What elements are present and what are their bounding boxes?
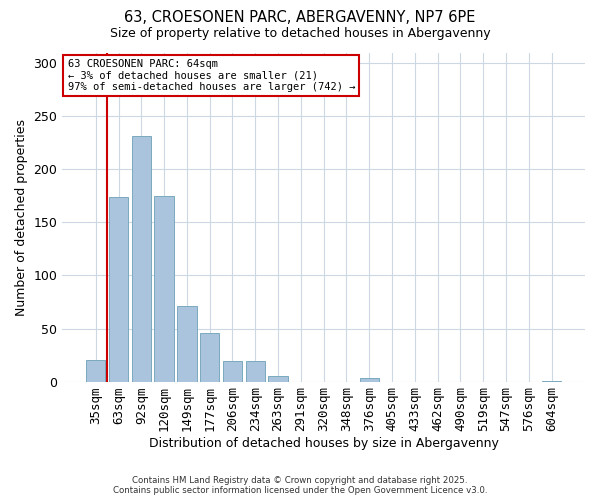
Y-axis label: Number of detached properties: Number of detached properties <box>15 118 28 316</box>
Bar <box>109 197 128 382</box>
Bar <box>86 360 106 382</box>
Bar <box>200 333 220 382</box>
Text: Size of property relative to detached houses in Abergavenny: Size of property relative to detached ho… <box>110 28 490 40</box>
Bar <box>268 376 288 382</box>
Text: 63 CROESONEN PARC: 64sqm
← 3% of detached houses are smaller (21)
97% of semi-de: 63 CROESONEN PARC: 64sqm ← 3% of detache… <box>68 59 355 92</box>
Bar <box>359 378 379 382</box>
Bar <box>154 196 174 382</box>
Bar <box>223 362 242 382</box>
Bar <box>131 136 151 382</box>
Bar <box>177 306 197 382</box>
Bar <box>245 362 265 382</box>
Text: 63, CROESONEN PARC, ABERGAVENNY, NP7 6PE: 63, CROESONEN PARC, ABERGAVENNY, NP7 6PE <box>124 10 476 25</box>
Bar <box>542 380 561 382</box>
Text: Contains HM Land Registry data © Crown copyright and database right 2025.
Contai: Contains HM Land Registry data © Crown c… <box>113 476 487 495</box>
X-axis label: Distribution of detached houses by size in Abergavenny: Distribution of detached houses by size … <box>149 437 499 450</box>
